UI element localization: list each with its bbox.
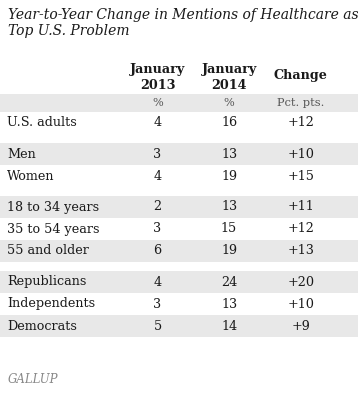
Bar: [0, 240, 358, 262]
Text: 4: 4: [154, 276, 161, 289]
Text: 3: 3: [154, 297, 161, 310]
Text: 2: 2: [154, 200, 161, 213]
Text: 16: 16: [221, 116, 237, 129]
Text: Change: Change: [274, 70, 328, 82]
Text: Men: Men: [7, 147, 36, 160]
Text: 13: 13: [221, 297, 237, 310]
Text: 6: 6: [154, 244, 161, 257]
Text: 4: 4: [154, 116, 161, 129]
Bar: [0, 134, 358, 143]
Text: 3: 3: [154, 223, 161, 236]
Text: 14: 14: [221, 320, 237, 333]
Text: 13: 13: [221, 147, 237, 160]
Text: Women: Women: [7, 169, 55, 183]
Text: 19: 19: [221, 244, 237, 257]
Text: +11: +11: [287, 200, 314, 213]
Text: 13: 13: [221, 200, 237, 213]
Text: 24: 24: [221, 276, 237, 289]
Text: GALLUP: GALLUP: [8, 373, 58, 386]
Text: 5: 5: [153, 320, 162, 333]
Text: +9: +9: [291, 320, 310, 333]
Text: +15: +15: [287, 169, 314, 183]
Bar: [0, 143, 358, 165]
Text: January
2013: January 2013: [130, 63, 185, 92]
Text: +10: +10: [287, 147, 314, 160]
Text: +13: +13: [287, 244, 314, 257]
Text: Independents: Independents: [7, 297, 95, 310]
Text: 3: 3: [154, 147, 161, 160]
Bar: [0, 94, 358, 112]
Bar: [0, 271, 358, 293]
Text: 35 to 54 years: 35 to 54 years: [7, 223, 100, 236]
Text: Republicans: Republicans: [7, 276, 87, 289]
Text: %: %: [224, 98, 234, 108]
Text: Year-to-Year Change in Mentions of Healthcare as: Year-to-Year Change in Mentions of Healt…: [8, 8, 358, 22]
Text: Democrats: Democrats: [7, 320, 77, 333]
Text: +10: +10: [287, 297, 314, 310]
Text: U.S. adults: U.S. adults: [7, 116, 77, 129]
Bar: [0, 187, 358, 196]
Bar: [0, 112, 358, 134]
Text: 19: 19: [221, 169, 237, 183]
Text: 18 to 34 years: 18 to 34 years: [7, 200, 99, 213]
Text: +12: +12: [287, 223, 314, 236]
Text: 4: 4: [154, 169, 161, 183]
Text: 55 and older: 55 and older: [7, 244, 89, 257]
Text: January
2014: January 2014: [202, 63, 257, 92]
Bar: [0, 293, 358, 315]
Text: %: %: [152, 98, 163, 108]
Text: 15: 15: [221, 223, 237, 236]
Bar: [0, 262, 358, 271]
Bar: [0, 165, 358, 187]
Text: +12: +12: [287, 116, 314, 129]
Bar: [0, 58, 358, 94]
Bar: [0, 196, 358, 218]
Bar: [0, 218, 358, 240]
Text: Top U.S. Problem: Top U.S. Problem: [8, 24, 130, 38]
Text: +20: +20: [287, 276, 314, 289]
Text: Pct. pts.: Pct. pts.: [277, 98, 324, 108]
Bar: [0, 315, 358, 337]
